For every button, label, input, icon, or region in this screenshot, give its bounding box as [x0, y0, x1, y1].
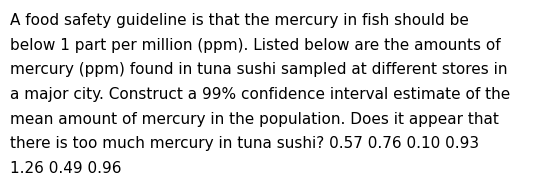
Text: a major city. Construct a 99% confidence interval estimate of the: a major city. Construct a 99% confidence… — [10, 87, 511, 102]
Text: A food safety guideline is that the mercury in fish should be: A food safety guideline is that the merc… — [10, 13, 469, 28]
Text: below 1 part per million (ppm). Listed below are the amounts of: below 1 part per million (ppm). Listed b… — [10, 38, 501, 53]
Text: there is too much mercury in tuna sushi? 0.57 0.76 0.10 0.93: there is too much mercury in tuna sushi?… — [10, 136, 479, 151]
Text: mean amount of mercury in the population. Does it appear that: mean amount of mercury in the population… — [10, 112, 499, 127]
Text: 1.26 0.49 0.96: 1.26 0.49 0.96 — [10, 161, 122, 176]
Text: mercury (ppm) found in tuna sushi sampled at different stores in: mercury (ppm) found in tuna sushi sample… — [10, 62, 508, 77]
